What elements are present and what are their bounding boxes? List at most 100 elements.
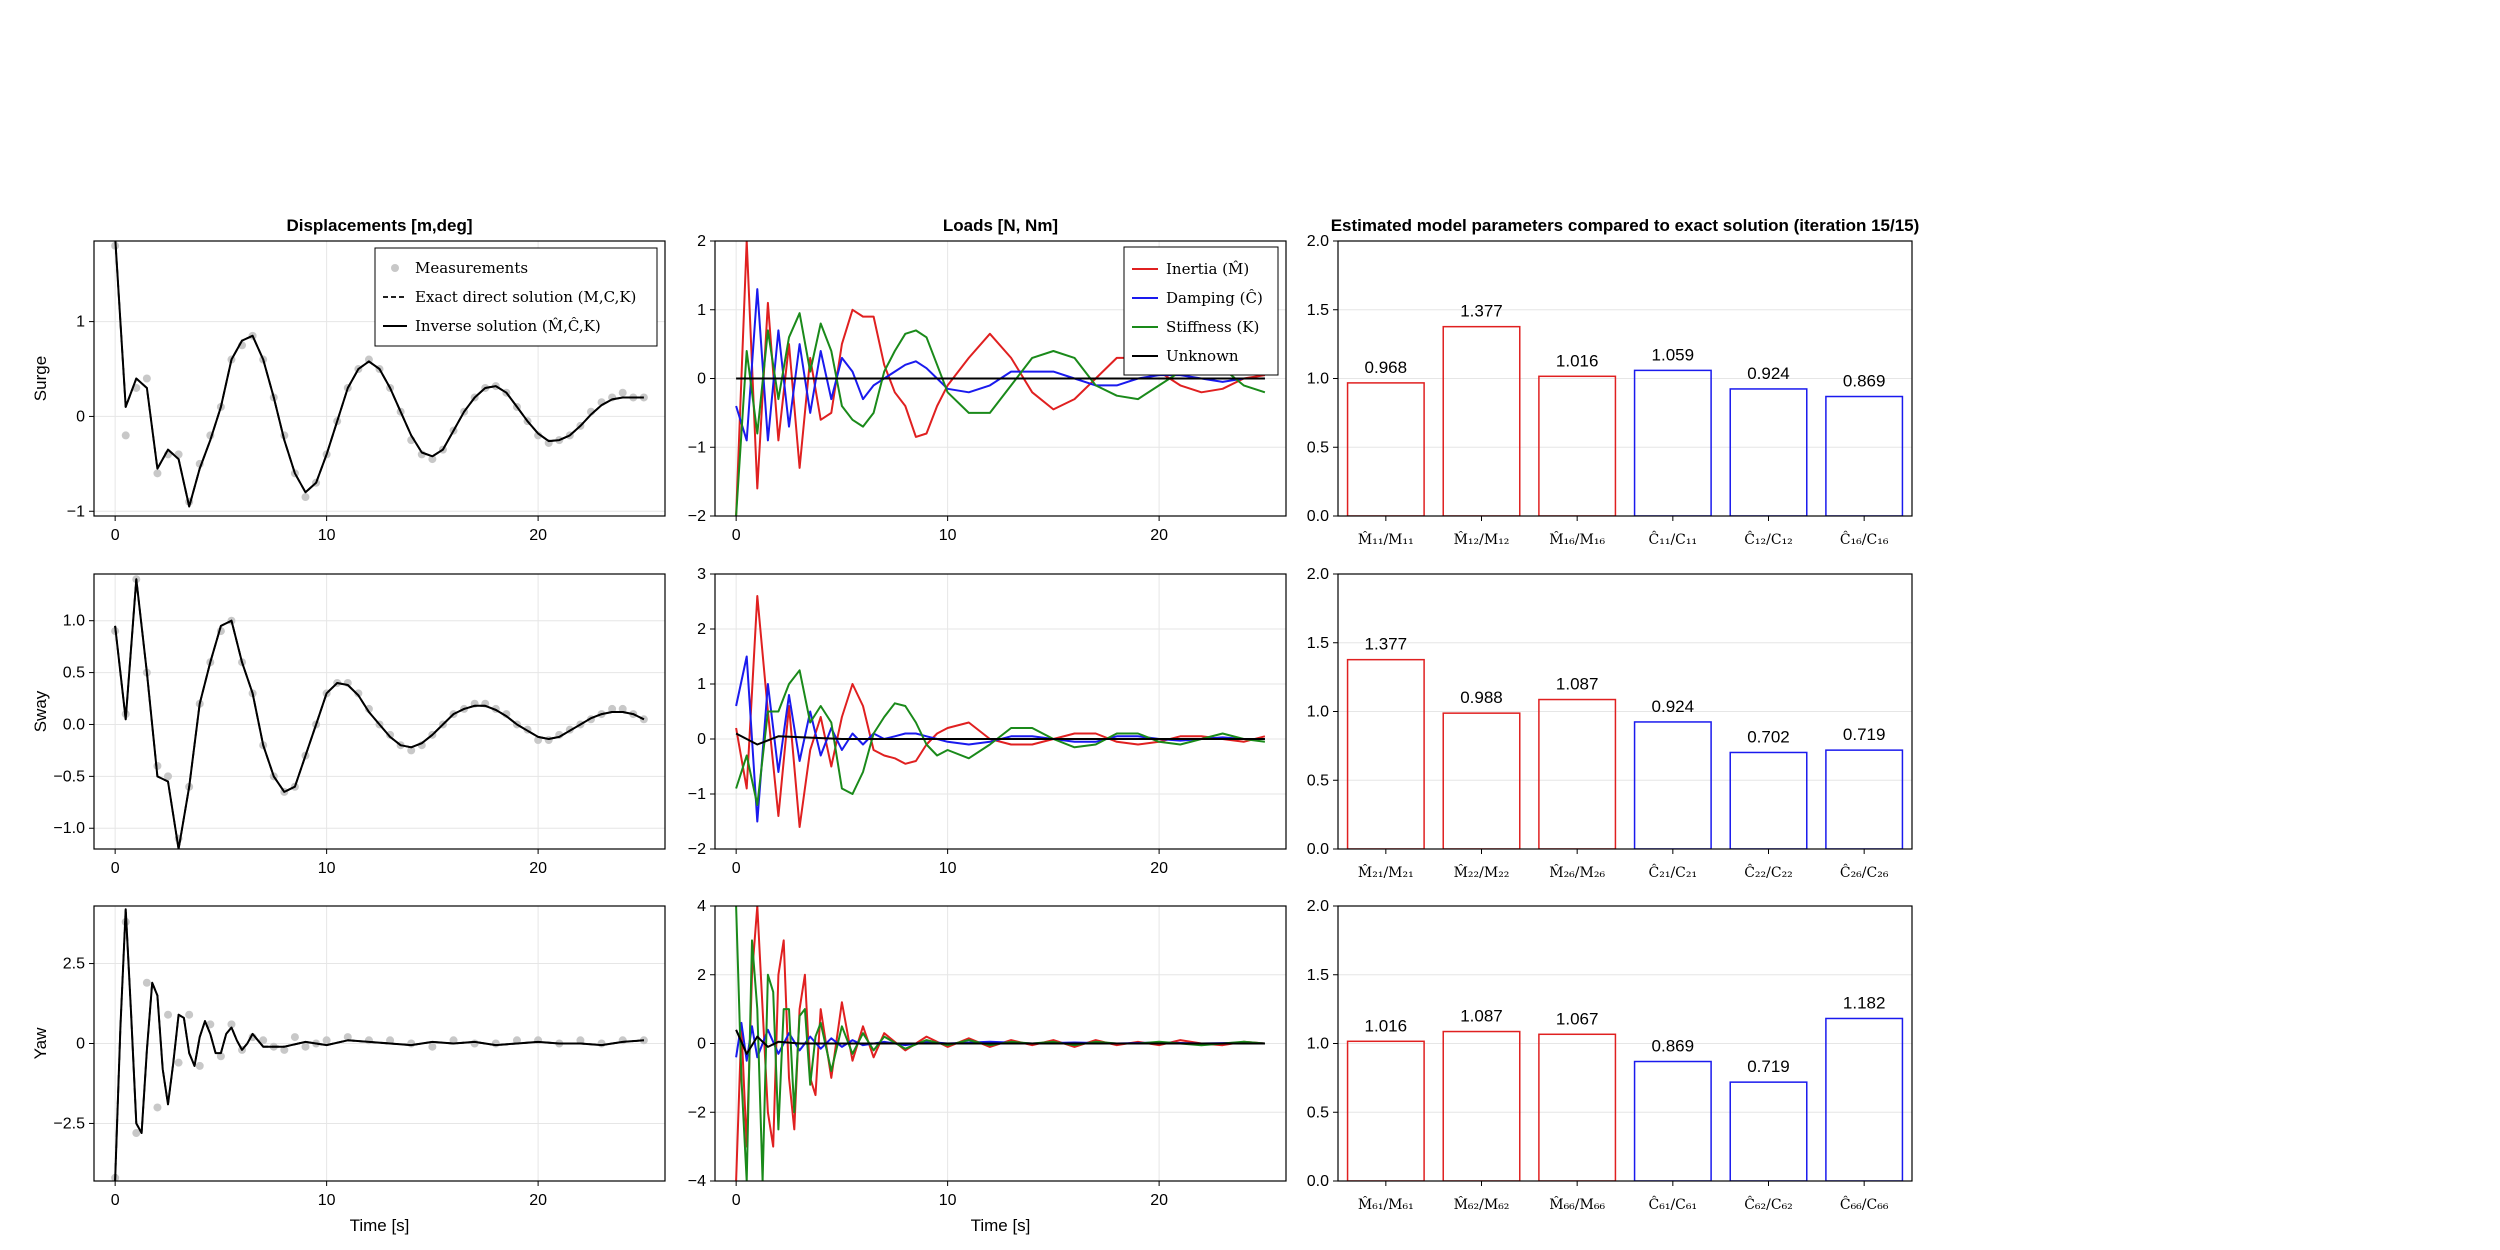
bar-value-label: 1.377 xyxy=(1365,635,1408,654)
bar-value-label: 1.016 xyxy=(1556,351,1599,370)
measurement-point xyxy=(185,1010,194,1019)
y-tick-label: 2.0 xyxy=(1307,233,1329,250)
y-tick-label: 2.0 xyxy=(1307,566,1329,583)
y-axis-label: Yaw xyxy=(31,1027,50,1060)
measurement-point xyxy=(121,431,130,440)
bar-3 xyxy=(1538,698,1617,849)
bar-1 xyxy=(1346,1040,1425,1181)
y-tick-label: −4 xyxy=(688,1173,706,1190)
x-tick-label: 20 xyxy=(1150,527,1168,544)
legend-marker-measurements xyxy=(391,264,399,272)
bar-value-label: 1.059 xyxy=(1652,345,1695,364)
y-tick-label: 1.0 xyxy=(1307,371,1329,388)
category-tick-label: Ĉ₂₂/C₂₂ xyxy=(1744,863,1793,881)
legend-box xyxy=(374,247,658,347)
y-tick-label: 0 xyxy=(697,371,706,388)
legend-label: Unknown xyxy=(1166,347,1239,365)
measurement-point xyxy=(153,1103,162,1112)
y-tick-label: 0.0 xyxy=(1307,841,1329,858)
y-tick-label: 2.5 xyxy=(63,956,85,973)
y-tick-label: 4 xyxy=(697,898,706,915)
measurement-point xyxy=(407,1039,416,1048)
measurement-point xyxy=(618,388,627,397)
x-axis-label: Time [s] xyxy=(350,1216,410,1235)
y-tick-label: 0 xyxy=(76,408,85,425)
measurement-point xyxy=(618,704,627,713)
y-tick-label: 3 xyxy=(697,566,706,583)
series-inertia-m xyxy=(735,595,1266,828)
bar-6 xyxy=(1825,395,1904,516)
y-axis-label: Sway xyxy=(31,690,50,732)
y-tick-label: 2.0 xyxy=(1307,898,1329,915)
bar-value-label: 1.016 xyxy=(1365,1016,1408,1035)
x-tick-label: 20 xyxy=(529,860,547,877)
measurement-point xyxy=(544,736,553,745)
measurement-point xyxy=(280,1045,289,1054)
y-tick-label: −2 xyxy=(688,841,706,858)
series-stiffness-k xyxy=(735,312,1266,516)
x-tick-label: 20 xyxy=(1150,860,1168,877)
panel-1: 0 10 20 −1 0 1 Displacements [m,deg] Surge Measu… xyxy=(31,216,666,544)
measurement-point xyxy=(386,1036,395,1045)
y-tick-label: 2 xyxy=(697,967,706,984)
x-tick-label: 10 xyxy=(939,860,957,877)
measurement-point xyxy=(386,730,395,739)
measurement-point xyxy=(470,1039,479,1048)
panel-7: 0 10 20 −2.5 0 2.5 Yaw Time [s] xyxy=(31,905,666,1235)
bar-3 xyxy=(1538,1033,1617,1181)
legend-label: Exact direct solution (M,C,K) xyxy=(415,288,636,306)
y-tick-label: −2 xyxy=(688,1104,706,1121)
bar-5 xyxy=(1729,388,1808,516)
measurement-point xyxy=(216,1052,225,1061)
y-axis-label: Surge xyxy=(31,356,50,401)
y-tick-label: 2 xyxy=(697,621,706,638)
x-tick-label: 10 xyxy=(318,527,336,544)
measurement-point xyxy=(174,1058,183,1067)
x-tick-label: 20 xyxy=(529,1192,547,1209)
series-inverse-solution-m-k xyxy=(114,908,644,1181)
panel-title: Estimated model parameters compared to e… xyxy=(1331,216,1920,235)
x-tick-label: 20 xyxy=(1150,1192,1168,1209)
plot-area xyxy=(1346,1017,1904,1181)
y-tick-label: 0 xyxy=(697,1036,706,1053)
panel-6: 1.377 M̂₂₁/M₂₁ 0.988 M̂₂₂/M₂₂ 1.087 M̂₂₆/M₂₆ 0… xyxy=(1307,566,1913,881)
panel-8: 0 10 20 −4 −2 0 2 4 Time [s] xyxy=(688,898,1287,1235)
panel-title: Loads [N, Nm] xyxy=(943,216,1058,235)
bar-4 xyxy=(1633,369,1712,516)
category-tick-label: Ĉ₆₁/C₆₁ xyxy=(1649,1195,1698,1213)
x-tick-label: 0 xyxy=(732,527,741,544)
bar-5 xyxy=(1729,1081,1808,1181)
measurement-point xyxy=(301,1042,310,1051)
y-tick-label: 1.5 xyxy=(1307,302,1329,319)
measurement-point xyxy=(364,355,373,364)
measurement-point xyxy=(597,1039,606,1048)
category-tick-label: M̂₂₁/M₂₁ xyxy=(1358,863,1414,881)
bar-value-label: 0.869 xyxy=(1843,372,1886,391)
x-tick-label: 10 xyxy=(939,527,957,544)
bar-2 xyxy=(1442,1030,1521,1181)
bar-value-label: 0.719 xyxy=(1747,1057,1790,1076)
y-tick-label: 2 xyxy=(697,233,706,250)
legend-label: Stiffness (K) xyxy=(1166,318,1259,336)
panel-2: 0 10 20 −2 −1 0 1 2 Loads [N, Nm] Inertia (M̂) Dam… xyxy=(688,216,1287,544)
y-tick-label: 1 xyxy=(697,302,706,319)
measurement-point xyxy=(608,704,617,713)
axes-frame xyxy=(1337,240,1913,517)
series-unknown xyxy=(735,732,1265,746)
measurement-point xyxy=(142,374,151,383)
category-tick-label: Ĉ₂₁/C₂₁ xyxy=(1649,863,1698,881)
panel-4: 0 10 20 −1.0 −0.5 0.0 0.5 1.0 Sway xyxy=(31,573,666,877)
category-tick-label: M̂₂₂/M₂₂ xyxy=(1454,863,1510,881)
bar-6 xyxy=(1825,749,1904,849)
x-tick-label: 0 xyxy=(732,860,741,877)
y-tick-label: 1.0 xyxy=(1307,1036,1329,1053)
bar-4 xyxy=(1633,721,1712,849)
measurement-point xyxy=(354,689,363,698)
bar-1 xyxy=(1346,382,1425,516)
x-tick-label: 0 xyxy=(111,860,120,877)
legend-label: Measurements xyxy=(415,259,528,277)
bar-value-label: 1.087 xyxy=(1460,1007,1503,1026)
plot-area xyxy=(1346,325,1904,516)
bar-3 xyxy=(1538,375,1617,516)
category-tick-label: Ĉ₁₂/C₁₂ xyxy=(1744,530,1793,548)
